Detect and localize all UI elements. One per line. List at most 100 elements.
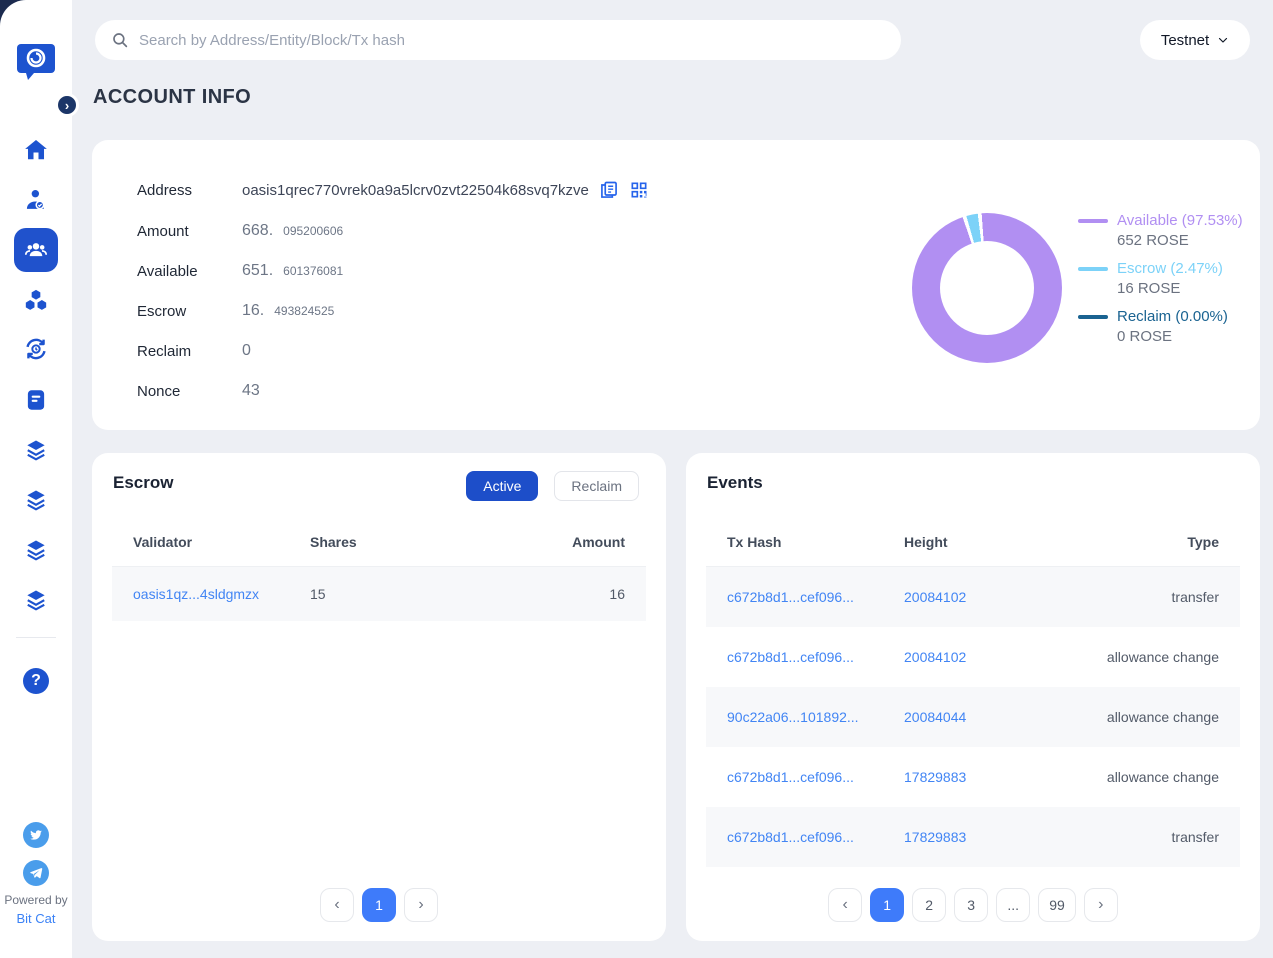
event-type: allowance change	[1106, 769, 1219, 785]
events-panel: Events Tx Hash Height Type c672b8d1...ce…	[686, 453, 1260, 941]
next-page-button[interactable]: ›	[404, 888, 438, 922]
page-2-button[interactable]: 2	[912, 888, 947, 922]
bit-cat-link[interactable]: Bit Cat	[16, 911, 56, 926]
nonce-label: Nonce	[137, 382, 181, 400]
page-99-button[interactable]: 99	[1038, 888, 1076, 922]
escrow-panel: Escrow Active Reclaim Validator Shares A…	[92, 453, 666, 941]
reclaim-value: 0	[242, 342, 251, 359]
col-amount: Amount	[572, 533, 625, 550]
legend-amount-escrow: 16 ROSE	[1117, 280, 1181, 297]
legend-amount-reclaim: 0 ROSE	[1117, 328, 1173, 345]
legend-swatch-available	[1078, 218, 1108, 223]
events-panel-title: Events	[707, 473, 763, 492]
available-value-int: 651.	[242, 262, 274, 279]
height-link[interactable]: 20084102	[904, 589, 967, 605]
tx-hash-link[interactable]: c672b8d1...cef096...	[727, 769, 854, 785]
paratime-layer-1-icon[interactable]	[23, 437, 49, 463]
page-1-button[interactable]: 1	[362, 888, 396, 922]
escrow-panel-title: Escrow	[113, 473, 174, 492]
network-selector[interactable]: Testnet	[1140, 20, 1250, 60]
reclaim-label: Reclaim	[137, 342, 192, 360]
event-row: c672b8d1...cef096... 20084102 allowance …	[706, 627, 1240, 687]
available-row: Available 651. 601376081	[137, 259, 343, 283]
sidebar: ›	[0, 0, 79, 958]
tx-hash-link[interactable]: c672b8d1...cef096...	[727, 829, 854, 845]
col-type: Type	[1187, 533, 1219, 550]
validators-icon[interactable]	[23, 187, 49, 213]
col-validator: Validator	[133, 533, 193, 550]
amount-label: Amount	[137, 222, 189, 240]
legend-label-escrow: Escrow (2.47%)	[1117, 260, 1223, 277]
page-1-button[interactable]: 1	[870, 888, 905, 922]
accounts-icon-active[interactable]	[14, 228, 58, 272]
legend-amount-available: 652 ROSE	[1117, 232, 1189, 249]
telegram-icon[interactable]	[23, 860, 49, 886]
sidebar-expand-button[interactable]: ›	[55, 93, 79, 117]
account-info-card: Address oasis1qrec770vrek0a9a5lcrv0zvt22…	[92, 140, 1260, 430]
nonce-row: Nonce 43	[137, 379, 260, 403]
tx-hash-link[interactable]: 90c22a06...101892...	[727, 709, 859, 725]
height-link[interactable]: 17829883	[904, 769, 967, 785]
events-pagination: ‹ 1 2 3 ... 99 ›	[686, 888, 1260, 922]
tab-active[interactable]: Active	[466, 471, 539, 501]
escrow-pagination: ‹ 1 ›	[92, 888, 666, 922]
event-type: allowance change	[1106, 649, 1219, 665]
reclaim-row: Reclaim 0	[137, 339, 251, 363]
event-row: c672b8d1...cef096... 17829883 transfer	[706, 807, 1240, 867]
col-height: Height	[904, 533, 948, 550]
legend-swatch-reclaim	[1078, 314, 1108, 319]
event-row: c672b8d1...cef096... 17829883 allowance …	[706, 747, 1240, 807]
balance-donut-chart	[912, 213, 1062, 363]
available-label: Available	[137, 262, 198, 280]
amount-value-frac: 095200606	[283, 224, 344, 238]
copy-icon[interactable]	[599, 180, 619, 200]
events-table-header: Tx Hash Height Type	[706, 517, 1240, 567]
prev-page-button[interactable]: ‹	[828, 888, 863, 922]
home-icon[interactable]	[23, 137, 49, 163]
search-icon	[113, 33, 128, 48]
page-title: ACCOUNT INFO	[93, 86, 252, 108]
col-shares: Shares	[310, 533, 357, 550]
escrow-value-frac: 493824525	[274, 304, 335, 318]
nonce-value: 43	[242, 382, 260, 399]
page-ellipsis-button[interactable]: ...	[996, 888, 1031, 922]
oasis-scan-logo-icon[interactable]	[16, 40, 56, 80]
paratime-layer-4-icon[interactable]	[23, 587, 49, 613]
help-icon[interactable]: ?	[23, 668, 49, 694]
col-tx-hash: Tx Hash	[727, 533, 782, 550]
sidebar-divider	[16, 637, 56, 638]
escrow-row: Escrow 16. 493824525	[137, 299, 334, 323]
twitter-icon[interactable]	[23, 822, 49, 848]
blocks-icon[interactable]	[23, 287, 49, 313]
transactions-icon[interactable]	[23, 336, 49, 362]
documents-icon[interactable]	[23, 387, 49, 413]
escrow-tabs: Active Reclaim	[466, 471, 639, 501]
chart-legend: Available (97.53%) 652 ROSE Escrow (2.47…	[1078, 212, 1258, 356]
legend-item-escrow: Escrow (2.47%) 16 ROSE	[1078, 260, 1258, 297]
paratime-layer-2-icon[interactable]	[23, 487, 49, 513]
height-link[interactable]: 17829883	[904, 829, 967, 845]
qr-code-icon[interactable]	[629, 180, 649, 200]
height-link[interactable]: 20084102	[904, 649, 967, 665]
page-3-button[interactable]: 3	[954, 888, 989, 922]
prev-page-button[interactable]: ‹	[320, 888, 354, 922]
event-type: transfer	[1171, 589, 1219, 605]
legend-swatch-escrow	[1078, 266, 1108, 271]
next-page-button[interactable]: ›	[1083, 888, 1118, 922]
tx-hash-link[interactable]: c672b8d1...cef096...	[727, 589, 854, 605]
paratime-layer-3-icon[interactable]	[23, 537, 49, 563]
legend-label-reclaim: Reclaim (0.00%)	[1117, 308, 1228, 325]
height-link[interactable]: 20084044	[904, 709, 967, 725]
search-input[interactable]	[139, 31, 885, 49]
legend-item-available: Available (97.53%) 652 ROSE	[1078, 212, 1258, 249]
tx-hash-link[interactable]: c672b8d1...cef096...	[727, 649, 854, 665]
event-type: transfer	[1171, 829, 1219, 845]
shares-value: 15	[310, 586, 326, 602]
validator-link[interactable]: oasis1qz...4sldgmzx	[133, 586, 260, 602]
event-type: allowance change	[1106, 709, 1219, 725]
escrow-table-header: Validator Shares Amount	[112, 517, 646, 567]
legend-item-reclaim: Reclaim (0.00%) 0 ROSE	[1078, 308, 1258, 345]
tab-reclaim[interactable]: Reclaim	[554, 471, 639, 501]
search-bar[interactable]	[95, 20, 901, 60]
